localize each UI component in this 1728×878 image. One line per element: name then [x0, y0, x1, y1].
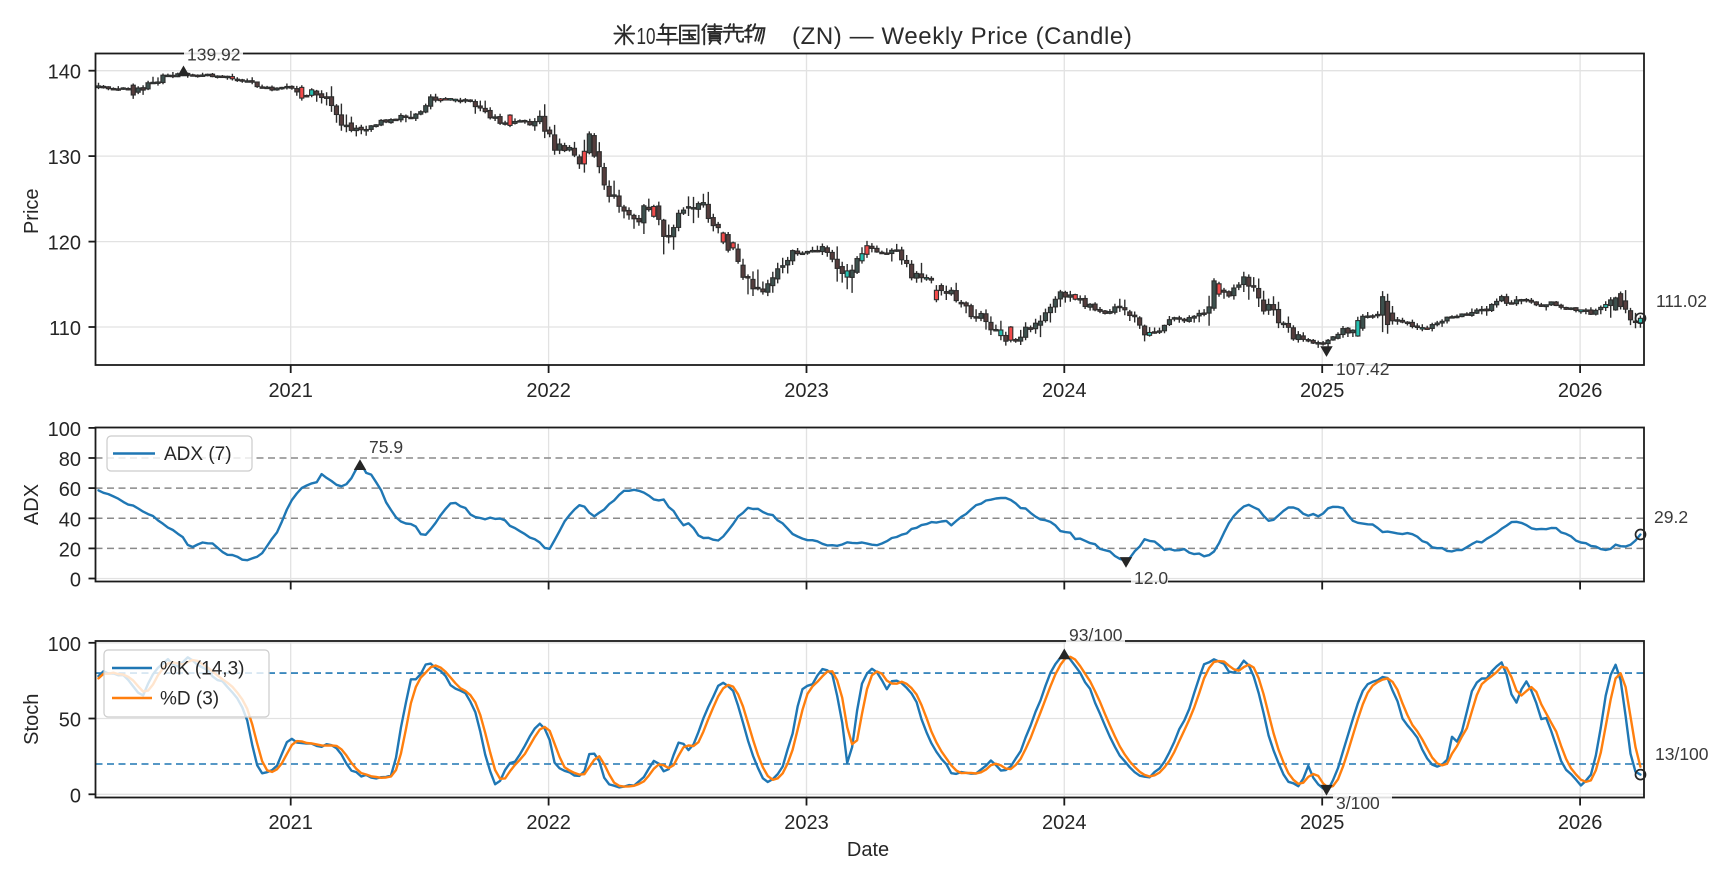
svg-text:3/100: 3/100 [1336, 793, 1380, 813]
svg-text:107.42: 107.42 [1336, 359, 1390, 379]
svg-text:2025: 2025 [1300, 380, 1345, 402]
svg-text:2026: 2026 [1558, 380, 1603, 402]
svg-text:2024: 2024 [1042, 812, 1087, 834]
svg-text:10: 10 [637, 23, 656, 49]
svg-text:%D (3): %D (3) [160, 689, 219, 710]
svg-text:50: 50 [59, 710, 81, 732]
svg-text:110: 110 [49, 318, 81, 340]
svg-text:2024: 2024 [1042, 380, 1087, 402]
svg-text:Price: Price [21, 188, 43, 234]
svg-text:40: 40 [59, 509, 81, 531]
svg-text:100: 100 [48, 634, 81, 656]
svg-text:0: 0 [70, 785, 81, 807]
svg-text:130: 130 [48, 147, 81, 169]
svg-text:80: 80 [59, 449, 81, 471]
svg-text:2022: 2022 [526, 380, 571, 402]
svg-text:20: 20 [59, 539, 81, 561]
svg-text:Stoch: Stoch [21, 694, 43, 745]
svg-text:100: 100 [48, 419, 81, 441]
svg-text:2021: 2021 [268, 812, 313, 834]
svg-text:2026: 2026 [1558, 812, 1603, 834]
svg-text:(ZN) — Weekly Price (Candle): (ZN) — Weekly Price (Candle) [792, 23, 1132, 50]
svg-text:ADX: ADX [21, 484, 43, 525]
svg-text:75.9: 75.9 [369, 437, 403, 457]
svg-text:%K (14,3): %K (14,3) [160, 659, 244, 680]
svg-text:2023: 2023 [784, 380, 829, 402]
svg-text:60: 60 [59, 479, 81, 501]
svg-text:13/100: 13/100 [1655, 744, 1709, 764]
svg-text:93/100: 93/100 [1069, 625, 1123, 645]
svg-text:140: 140 [48, 62, 81, 84]
svg-text:2023: 2023 [784, 812, 829, 834]
svg-text:0: 0 [70, 570, 81, 592]
svg-text:Date: Date [847, 839, 889, 861]
svg-text:120: 120 [48, 233, 81, 255]
svg-text:29.2: 29.2 [1654, 507, 1688, 527]
svg-text:12.0: 12.0 [1134, 568, 1168, 588]
svg-text:ADX (7): ADX (7) [164, 444, 232, 465]
svg-text:139.92: 139.92 [187, 45, 241, 65]
svg-text:2025: 2025 [1300, 812, 1345, 834]
svg-text:111.02: 111.02 [1656, 291, 1707, 311]
svg-text:2022: 2022 [526, 812, 571, 834]
svg-text:2021: 2021 [268, 380, 313, 402]
